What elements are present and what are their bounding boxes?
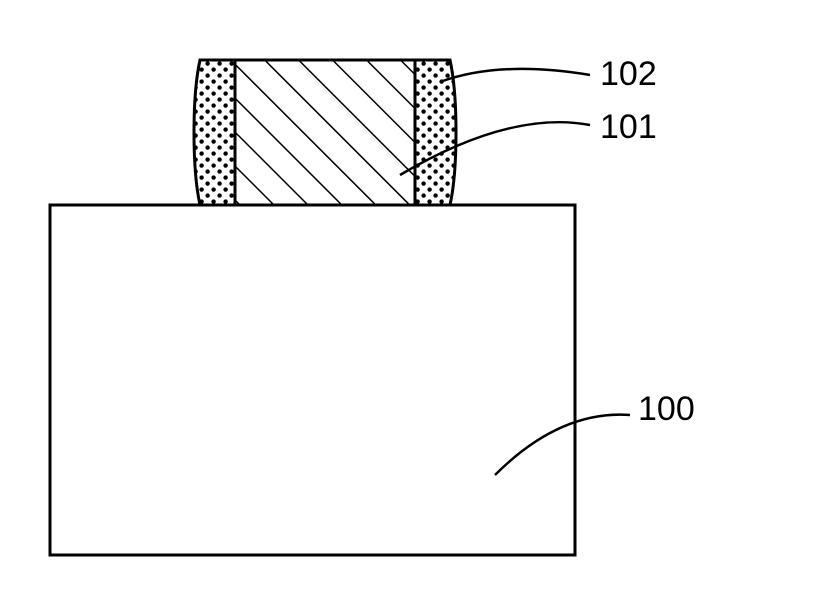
figure-svg bbox=[0, 0, 825, 608]
substrate bbox=[50, 205, 575, 555]
spacer-left bbox=[194, 60, 235, 205]
label-102: 102 bbox=[600, 55, 657, 94]
leader-line bbox=[440, 69, 590, 82]
label-101: 101 bbox=[600, 108, 657, 147]
spacer-right bbox=[415, 60, 456, 205]
figure-canvas: 102 101 100 bbox=[0, 0, 825, 608]
gate-structure bbox=[235, 60, 415, 205]
label-100: 100 bbox=[638, 390, 695, 429]
